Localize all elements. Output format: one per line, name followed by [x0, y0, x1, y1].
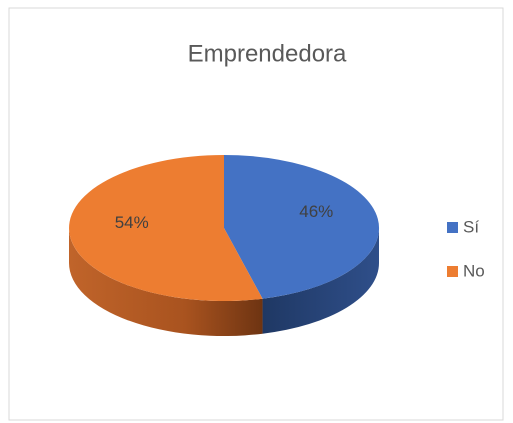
- pie-slice: [69, 155, 263, 302]
- legend-label: Sí: [463, 217, 479, 236]
- legend-swatch: [447, 266, 458, 277]
- legend-label: No: [463, 261, 485, 280]
- data-label: 46%: [299, 202, 333, 221]
- pie-slice-side: [262, 228, 379, 334]
- chart-title: Emprendedora: [188, 40, 347, 67]
- pie-slice-side: [69, 228, 263, 337]
- data-label: 54%: [115, 213, 149, 232]
- pie-slice: [224, 155, 380, 299]
- legend-swatch: [447, 222, 458, 233]
